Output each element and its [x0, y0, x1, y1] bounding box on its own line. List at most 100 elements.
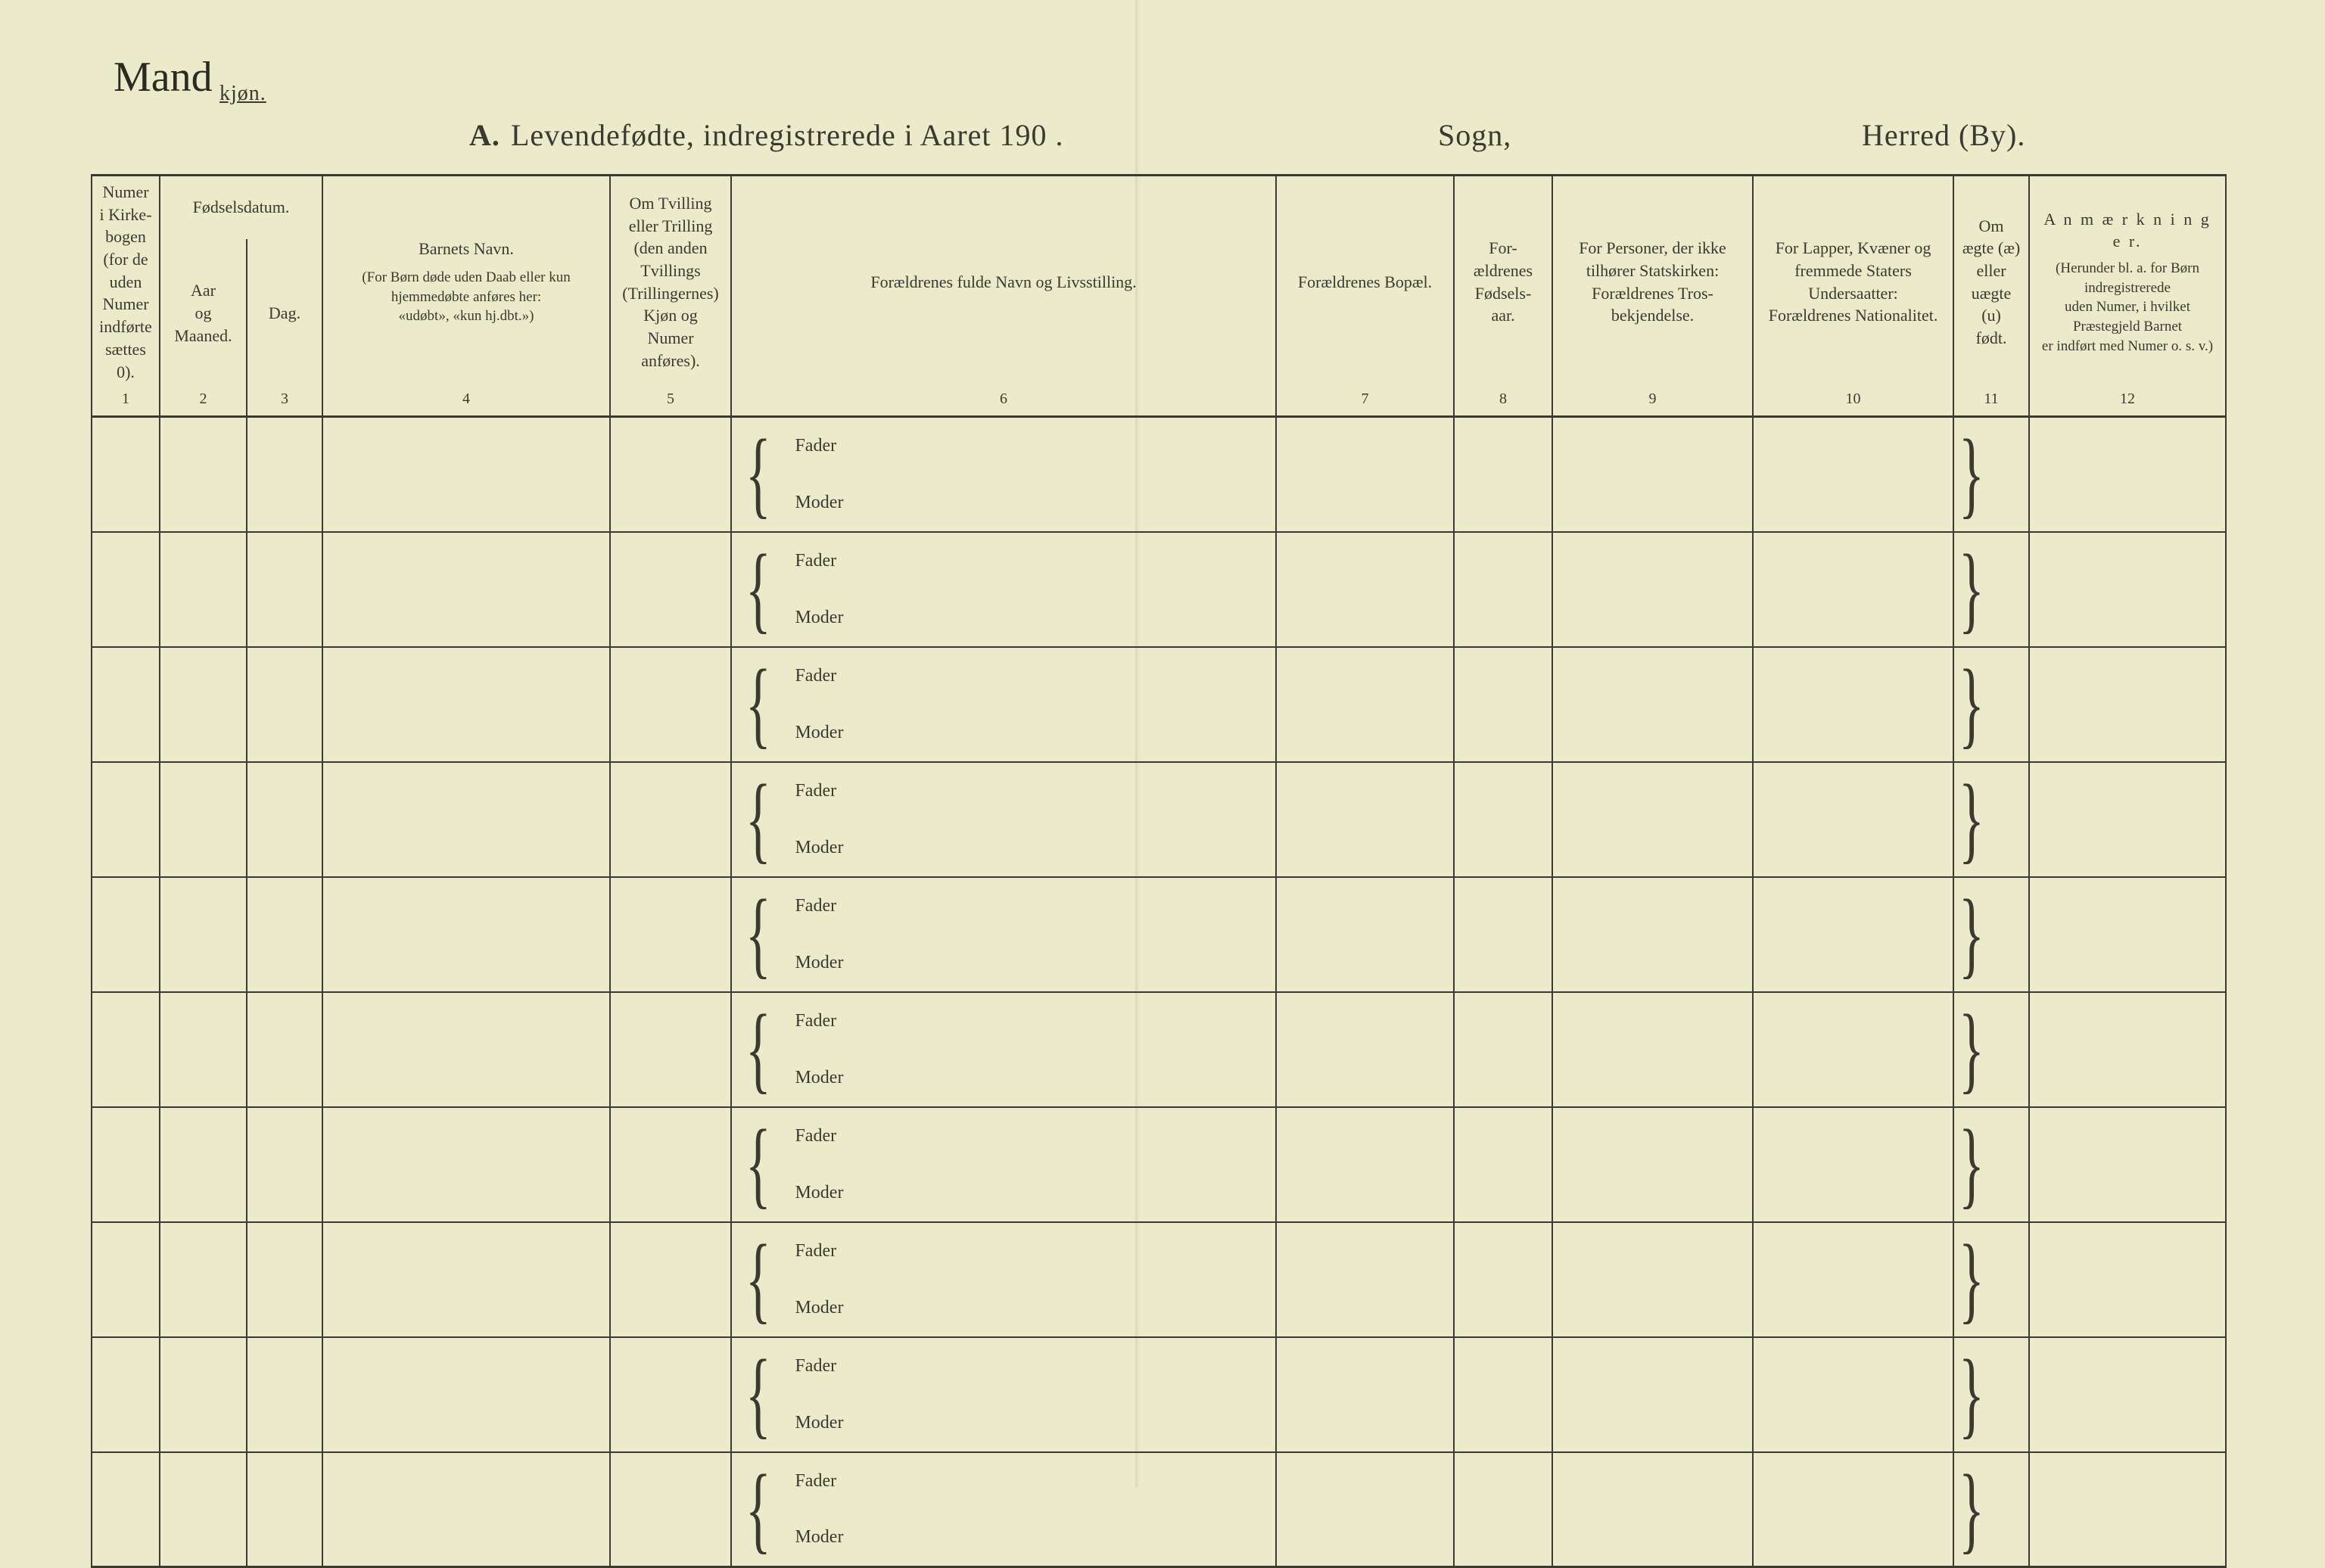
cell-col8	[1454, 1222, 1552, 1337]
fader-label: Fader	[795, 551, 843, 571]
cell-col3	[247, 647, 322, 762]
colnum-11: 11	[1953, 387, 2029, 417]
header-col7: Forældrenes Bopæl.	[1276, 176, 1454, 388]
header-col3: Dag.	[247, 239, 322, 388]
moder-label: Moder	[795, 723, 843, 743]
left-brace-icon: {	[745, 773, 771, 866]
right-brace-icon: }	[1959, 773, 1984, 866]
cell-col9	[1552, 647, 1753, 762]
moder-label: Moder	[795, 838, 843, 858]
cell-col6: {FaderModer	[731, 532, 1276, 647]
cell-col1	[92, 877, 160, 992]
cell-col12	[2029, 1222, 2226, 1337]
cell-col4	[322, 877, 610, 992]
gender-suffix-printed: kjøn.	[219, 82, 266, 106]
cell-col4	[322, 1107, 610, 1222]
cell-col9	[1552, 992, 1753, 1107]
parents-labels: FaderModer	[795, 885, 843, 984]
cell-col10	[1753, 647, 1953, 762]
header-col5: Om Tvilling eller Trilling (den anden Tv…	[610, 176, 731, 388]
cell-col5	[610, 1452, 731, 1567]
cell-col6: {FaderModer	[731, 417, 1276, 532]
title-section-letter: A.	[469, 117, 500, 153]
parents-cell: {FaderModer	[732, 1453, 1275, 1566]
right-brace-icon: }	[1959, 1464, 1984, 1556]
parents-labels: FaderModer	[795, 655, 843, 754]
cell-col8	[1454, 1107, 1552, 1222]
cell-col4	[322, 1222, 610, 1337]
cell-col2	[160, 1222, 247, 1337]
right-brace-icon: }	[1959, 1003, 1984, 1096]
cell-col8	[1454, 762, 1552, 877]
left-brace-icon: {	[745, 888, 771, 981]
right-brace-icon: }	[1959, 428, 1984, 521]
header-col2-text: Aar og Maaned.	[174, 281, 232, 344]
header-col12: A n m æ r k n i n g e r. (Herunder bl. a…	[2029, 176, 2226, 388]
cell-col11: }	[1953, 877, 2029, 992]
cell-col9	[1552, 1107, 1753, 1222]
cell-col3	[247, 532, 322, 647]
cell-col5	[610, 762, 731, 877]
birth-register-table: Numer i Kirke- bogen (for de uden Numer …	[91, 174, 2227, 1568]
cell-col11: }	[1953, 647, 2029, 762]
cell-col11: }	[1953, 1337, 2029, 1452]
cell-col2	[160, 877, 247, 992]
cell-col1	[92, 992, 160, 1107]
cell-col4	[322, 647, 610, 762]
fader-label: Fader	[795, 1126, 843, 1146]
cell-col12	[2029, 532, 2226, 647]
cell-col3	[247, 1107, 322, 1222]
moder-label: Moder	[795, 1068, 843, 1088]
table-row: {FaderModer}	[92, 417, 2226, 532]
parents-labels: FaderModer	[795, 1461, 843, 1559]
cell-col6: {FaderModer	[731, 1222, 1276, 1337]
cell-col5	[610, 417, 731, 532]
fader-label: Fader	[795, 1241, 843, 1262]
cell-col7	[1276, 532, 1454, 647]
table-row: { FaderModer}	[92, 877, 2226, 992]
header-col9-text: For Personer, der ikke tilhører Statskir…	[1579, 238, 1726, 325]
cell-col12	[2029, 992, 2226, 1107]
cell-col4	[322, 762, 610, 877]
table-row: {FaderModer}	[92, 1107, 2226, 1222]
cell-col11: }	[1953, 1107, 2029, 1222]
moder-label: Moder	[795, 608, 843, 628]
left-brace-icon: {	[745, 1118, 771, 1211]
parents-cell: { FaderModer	[732, 878, 1275, 991]
cell-col9	[1552, 417, 1753, 532]
cell-col9	[1552, 1452, 1753, 1567]
right-brace-icon: }	[1959, 543, 1984, 636]
cell-col1	[92, 1107, 160, 1222]
cell-col12	[2029, 417, 2226, 532]
cell-col6: { FaderModer	[731, 877, 1276, 992]
cell-col1	[92, 1452, 160, 1567]
cell-col2	[160, 1107, 247, 1222]
cell-col7	[1276, 417, 1454, 532]
left-brace-icon: {	[745, 1003, 771, 1096]
cell-col4	[322, 1452, 610, 1567]
cell-col3	[247, 1337, 322, 1452]
cell-col6: {FaderModer	[731, 1107, 1276, 1222]
cell-col11: }	[1953, 532, 2029, 647]
cell-col3	[247, 417, 322, 532]
cell-col1	[92, 532, 160, 647]
colnum-1: 1	[92, 387, 160, 417]
cell-col4	[322, 417, 610, 532]
cell-col3	[247, 1452, 322, 1567]
cell-col1	[92, 1222, 160, 1337]
cell-col5	[610, 1337, 731, 1452]
right-brace-icon: }	[1959, 1118, 1984, 1211]
cell-col3	[247, 762, 322, 877]
right-brace-icon: }	[1959, 1234, 1984, 1326]
cell-col11: }	[1953, 1222, 2029, 1337]
cell-col7	[1276, 877, 1454, 992]
parents-cell: {FaderModer	[732, 1108, 1275, 1221]
fader-label: Fader	[795, 436, 843, 456]
parents-labels: FaderModer	[795, 425, 843, 524]
cell-col10	[1753, 762, 1953, 877]
cell-col7	[1276, 1107, 1454, 1222]
cell-col6: {FaderModer	[731, 992, 1276, 1107]
cell-col7	[1276, 1222, 1454, 1337]
header-col1: Numer i Kirke- bogen (for de uden Numer …	[92, 176, 160, 388]
colnum-3: 3	[247, 387, 322, 417]
